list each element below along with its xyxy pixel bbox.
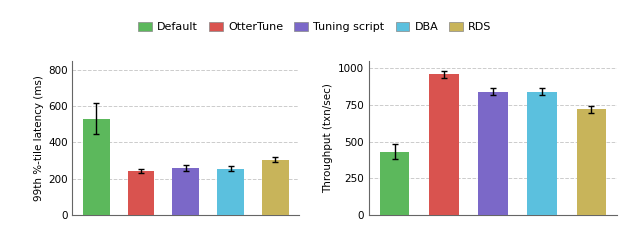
Bar [429, 74, 459, 215]
Legend: Default, OtterTune, Tuning script, DBA, RDS: Default, OtterTune, Tuning script, DBA, … [139, 22, 491, 32]
Bar [527, 92, 557, 215]
Y-axis label: Throughput (txn/sec): Throughput (txn/sec) [323, 83, 333, 193]
Bar [173, 168, 199, 215]
Bar [128, 171, 154, 215]
Bar [380, 152, 410, 215]
Bar [83, 119, 110, 215]
Bar [262, 160, 289, 215]
Bar [478, 92, 508, 215]
Bar [217, 169, 244, 215]
Bar [576, 109, 606, 215]
Y-axis label: 99th %-tile latency (ms): 99th %-tile latency (ms) [34, 75, 44, 201]
